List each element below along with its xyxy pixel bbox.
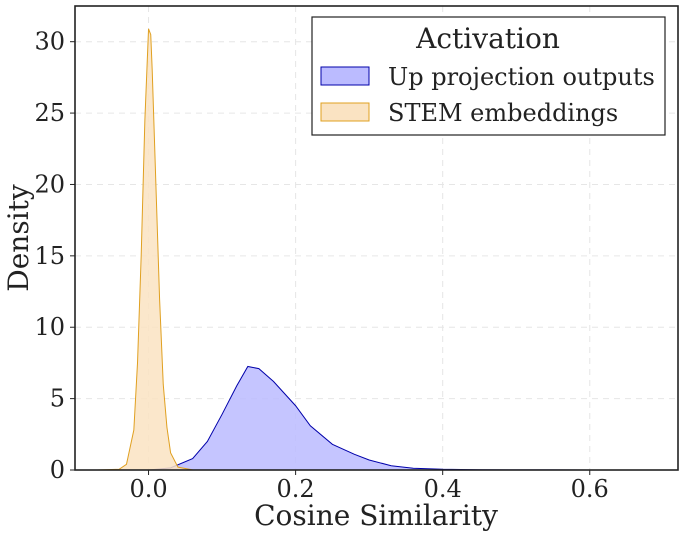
- legend-swatch-up-projection: [320, 66, 370, 86]
- legend: Activation Up projection outputs STEM em…: [311, 16, 666, 136]
- y-tick-label: 15: [34, 242, 65, 270]
- y-tick-label: 25: [34, 99, 65, 127]
- y-axis-label: Density: [2, 184, 35, 292]
- x-tick-label: 0.0: [129, 475, 167, 503]
- legend-label-stem: STEM embeddings: [388, 99, 618, 127]
- legend-swatch-stem: [320, 102, 370, 122]
- y-tick-label: 5: [50, 385, 65, 413]
- x-tick-label: 0.2: [277, 475, 315, 503]
- legend-title: Activation: [415, 22, 560, 55]
- plot-frame: [74, 5, 679, 471]
- density-area-up-projection-outputs: [148, 366, 649, 470]
- x-tick-label: 0.4: [424, 475, 462, 503]
- y-tick-label: 30: [34, 28, 65, 56]
- x-axis-label: Cosine Similarity: [254, 499, 498, 532]
- y-tick-label: 10: [34, 313, 65, 341]
- y-tick-label: 20: [34, 170, 65, 198]
- legend-box: [311, 16, 666, 136]
- ticks: 0.0 0.2 0.4 0.6 0 5 10 15 20 25 30: [34, 28, 608, 503]
- density-line-stem-embeddings: [97, 28, 208, 471]
- density-area-stem-embeddings: [97, 28, 208, 471]
- x-tick-label: 0.6: [571, 475, 609, 503]
- y-tick-label: 0: [50, 456, 65, 484]
- legend-label-up-projection: Up projection outputs: [388, 63, 655, 91]
